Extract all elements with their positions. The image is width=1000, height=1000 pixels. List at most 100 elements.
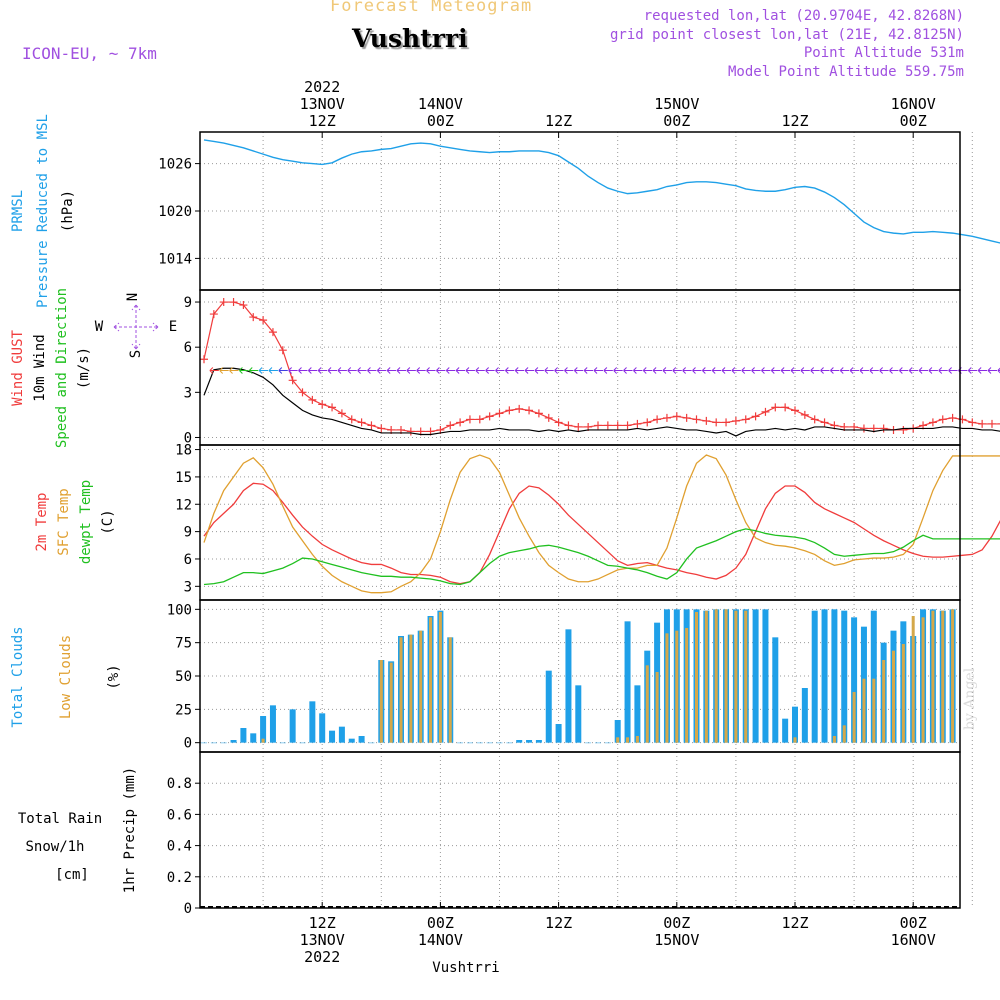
- gust-marker: [298, 388, 307, 397]
- total-cloud-bar: [457, 742, 464, 744]
- total-cloud-bar: [289, 709, 296, 743]
- precip-tick-label: 0.8: [167, 776, 192, 792]
- top-time-label: 12Z: [309, 112, 336, 130]
- wind-direction-arrow: [573, 367, 584, 374]
- temp-tick-label: 12: [175, 497, 192, 513]
- total-cloud-bar: [269, 705, 276, 743]
- gust-marker: [791, 406, 799, 415]
- wind-speed-line: [203, 367, 1000, 437]
- gust-marker: [712, 418, 721, 427]
- pressure-label-1: Pressure Reduced to MSL: [35, 114, 51, 308]
- gust-marker: [702, 416, 711, 425]
- wind-direction-arrow: [219, 367, 229, 374]
- wind-direction-arrow: [859, 367, 869, 374]
- temp-label-0: 2m Temp: [34, 492, 50, 551]
- cloud-tick-label: 100: [167, 602, 192, 618]
- temp-label-2: dewpt Temp: [78, 480, 94, 564]
- wind-direction-arrow: [209, 367, 219, 374]
- wind-direction-arrow: [928, 367, 938, 374]
- footer-location: Vushtrri: [432, 960, 499, 976]
- top-time-label: 00Z: [663, 112, 690, 130]
- wind-direction-arrow: [239, 367, 249, 374]
- gust-marker: [239, 301, 248, 310]
- wind-direction-arrow: [879, 367, 889, 374]
- gust-marker: [899, 425, 908, 434]
- gust-marker: [268, 328, 277, 337]
- wind-direction-arrow: [938, 367, 948, 374]
- low-cloud-bar: [734, 610, 738, 743]
- total-cloud-bar: [595, 742, 601, 744]
- wind-direction-arrow: [288, 367, 298, 374]
- gust-marker: [879, 424, 888, 433]
- gust-marker: [800, 410, 809, 419]
- wind-direction-arrow: [268, 367, 278, 374]
- low-cloud-bar: [695, 612, 698, 743]
- low-cloud-bar: [616, 737, 620, 743]
- point-altitude: Point Altitude 531m: [803, 45, 964, 61]
- low-cloud-bar: [862, 678, 866, 743]
- low-cloud-bar: [261, 738, 265, 743]
- total-cloud-bar: [555, 724, 562, 743]
- wind-direction-arrow: [495, 367, 505, 374]
- bottom-time-label: 16NOV: [891, 931, 936, 949]
- dewpoint-line: [203, 528, 1000, 586]
- total-cloud-bar: [338, 726, 345, 743]
- low-cloud-bar: [724, 609, 728, 743]
- low-cloud-bar: [448, 637, 452, 743]
- wind-direction-arrow: [396, 367, 406, 374]
- bottom-time-label: 15NOV: [654, 931, 699, 949]
- sfc-temp-line: [203, 454, 1000, 594]
- wind-direction-arrow: [317, 367, 328, 374]
- gust-marker: [475, 415, 484, 424]
- wind-direction-arrow: [229, 367, 239, 374]
- wind-direction-arrow: [761, 367, 771, 374]
- low-cloud-bar: [872, 678, 876, 743]
- wind-direction-arrow: [918, 367, 929, 374]
- gust-marker: [406, 427, 415, 436]
- gust-marker: [534, 409, 543, 418]
- wind-direction-arrow: [534, 367, 544, 374]
- gust-marker: [259, 316, 268, 325]
- top-time-label: 00Z: [900, 112, 927, 130]
- wind-direction-arrow: [258, 367, 269, 374]
- gust-marker: [337, 409, 346, 418]
- temp-label-3: (C): [100, 509, 116, 534]
- wind-direction-arrow: [869, 367, 879, 374]
- wind-tick-label: 9: [184, 295, 192, 311]
- total-cloud-bar: [348, 738, 355, 743]
- low-cloud-bar: [389, 662, 393, 743]
- wind-direction-arrow: [721, 367, 732, 374]
- wind-direction-arrow: [820, 367, 830, 374]
- low-cloud-bar: [655, 672, 659, 743]
- gust-marker: [722, 418, 731, 427]
- total-cloud-bar: [634, 685, 641, 743]
- gust-marker: [308, 395, 317, 404]
- pressure-label-0: PRMSL: [10, 190, 26, 232]
- total-cloud-bar: [545, 670, 552, 743]
- low-cloud-bar: [744, 610, 748, 743]
- low-cloud-bar: [931, 610, 935, 743]
- pressure-tick-label: 1026: [158, 157, 192, 173]
- wind-direction-arrow: [445, 367, 456, 374]
- gust-marker: [328, 403, 337, 412]
- wind-direction-arrow: [386, 367, 397, 374]
- low-cloud-bar: [685, 628, 689, 743]
- gust-marker: [633, 419, 642, 428]
- total-cloud-bar: [801, 688, 808, 743]
- total-cloud-bar: [240, 728, 247, 743]
- gust-marker: [367, 421, 376, 430]
- gust-marker: [928, 418, 937, 427]
- gust-marker: [544, 413, 553, 422]
- gust-marker: [229, 298, 238, 307]
- gust-marker: [594, 421, 602, 430]
- wind-tick-label: 0: [184, 430, 192, 446]
- pressure-tick-label: 1020: [158, 204, 192, 220]
- temp-label-1: SFC Temp: [56, 488, 72, 555]
- wind-tick-label: 3: [184, 385, 192, 401]
- precip-tick-label: 0: [184, 901, 192, 917]
- gust-marker: [446, 421, 455, 430]
- wind-direction-arrow: [337, 367, 347, 374]
- compass-vertical-arrow: [131, 304, 141, 350]
- wind-direction-arrow: [780, 367, 791, 374]
- total-cloud-bar: [614, 720, 621, 743]
